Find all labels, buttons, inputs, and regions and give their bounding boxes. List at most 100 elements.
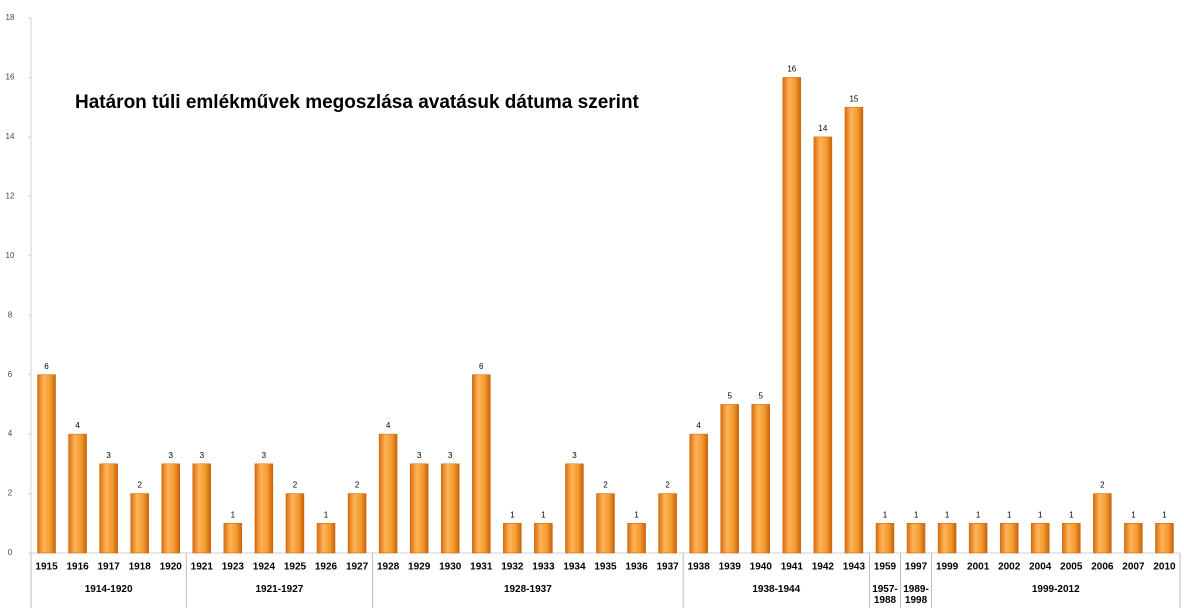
x-tick-label: 1917 [98, 562, 121, 573]
bar [1031, 523, 1050, 554]
bar [472, 374, 491, 554]
bar [347, 493, 367, 554]
value-label: 5 [759, 391, 764, 400]
value-label: 4 [696, 421, 701, 430]
value-label: 3 [417, 451, 422, 460]
y-tick-label: 2 [8, 489, 13, 498]
x-tick-label: 1933 [532, 562, 555, 573]
bar [534, 523, 553, 554]
group-label: 1989-1998 [903, 584, 929, 606]
bar [627, 523, 646, 554]
y-tick-label: 18 [6, 13, 15, 22]
value-label: 1 [976, 510, 981, 519]
y-tick-label: 16 [6, 73, 15, 82]
y-tick-label: 10 [6, 251, 15, 260]
bar [689, 433, 708, 554]
bar [1062, 523, 1081, 554]
x-tick-label: 1921 [191, 562, 214, 573]
group-label: 1928-1937 [503, 584, 552, 595]
x-tick-label: 1925 [284, 562, 307, 573]
value-label: 1 [1131, 510, 1136, 519]
bar [937, 523, 957, 554]
x-tick-label: 2005 [1060, 562, 1083, 573]
x-tick-label: 1938 [688, 562, 711, 573]
value-label: 4 [386, 421, 391, 430]
x-tick-label: 1928 [377, 562, 400, 573]
value-label: 1 [945, 510, 950, 519]
value-label: 1 [1007, 510, 1012, 519]
value-label: 1 [634, 510, 639, 519]
value-label: 14 [818, 124, 827, 133]
value-label: 2 [1100, 481, 1105, 490]
value-label: 1 [510, 510, 515, 519]
value-label: 1 [1038, 510, 1043, 519]
bar [875, 523, 895, 554]
x-tick-label: 2006 [1091, 562, 1114, 573]
x-tick-label: 1916 [66, 562, 89, 573]
x-tick-label: 1935 [594, 562, 617, 573]
y-tick-label: 8 [8, 310, 13, 319]
value-label: 3 [572, 451, 577, 460]
group-label: 1914-1920 [84, 584, 133, 595]
y-tick-label: 4 [8, 429, 13, 438]
x-tick-label: 1934 [563, 562, 586, 573]
bar [254, 463, 274, 554]
bar [844, 106, 864, 554]
value-label: 1 [324, 510, 329, 519]
value-label: 1 [541, 510, 546, 519]
x-tick-label: 2001 [967, 562, 990, 573]
x-tick-label: 1929 [408, 562, 431, 573]
bar [440, 463, 460, 554]
x-tick-label: 1918 [129, 562, 152, 573]
value-label: 1 [914, 510, 919, 519]
y-tick-label: 14 [6, 132, 15, 141]
x-tick-label: 1943 [843, 562, 866, 573]
bar [223, 523, 243, 554]
x-tick-label: 1924 [253, 562, 276, 573]
bar [999, 523, 1019, 554]
y-tick-label: 6 [8, 370, 13, 379]
x-tick-label: 1999 [936, 562, 959, 573]
value-label: 1 [883, 510, 888, 519]
bar [378, 433, 398, 554]
bar [596, 493, 615, 554]
bar [782, 77, 802, 554]
group-label: 1999-2012 [1031, 584, 1080, 595]
value-label: 3 [200, 451, 205, 460]
x-tick-label: 1930 [439, 562, 462, 573]
bar [720, 404, 739, 554]
y-tick-label: 12 [6, 191, 15, 200]
bar [1155, 523, 1174, 554]
x-tick-label: 1936 [625, 562, 648, 573]
bar [316, 523, 336, 554]
bar [968, 523, 988, 554]
group-label: 1938-1944 [752, 584, 801, 595]
value-label: 4 [75, 421, 80, 430]
y-tick-label: 0 [8, 548, 13, 557]
value-label: 2 [603, 481, 608, 490]
x-tick-label: 1915 [35, 562, 58, 573]
bar [503, 523, 522, 554]
bar [658, 493, 677, 554]
x-tick-label: 2010 [1153, 562, 1176, 573]
value-label: 2 [355, 481, 360, 490]
bar [285, 493, 305, 554]
x-tick-label: 1942 [812, 562, 835, 573]
value-label: 1 [1162, 510, 1167, 519]
x-tick-label: 2004 [1029, 562, 1052, 573]
x-tick-label: 1937 [656, 562, 679, 573]
bar [1124, 523, 1143, 554]
x-tick-label: 1939 [719, 562, 742, 573]
value-label: 1 [231, 510, 236, 519]
bar [565, 463, 584, 554]
bar [1093, 493, 1112, 554]
x-tick-label: 1997 [905, 562, 928, 573]
value-label: 15 [849, 94, 858, 103]
value-label: 6 [479, 362, 484, 371]
x-tick-label: 2007 [1122, 562, 1145, 573]
value-label: 5 [727, 391, 732, 400]
group-label: 1957-1988 [872, 584, 898, 606]
x-tick-label: 1923 [222, 562, 245, 573]
